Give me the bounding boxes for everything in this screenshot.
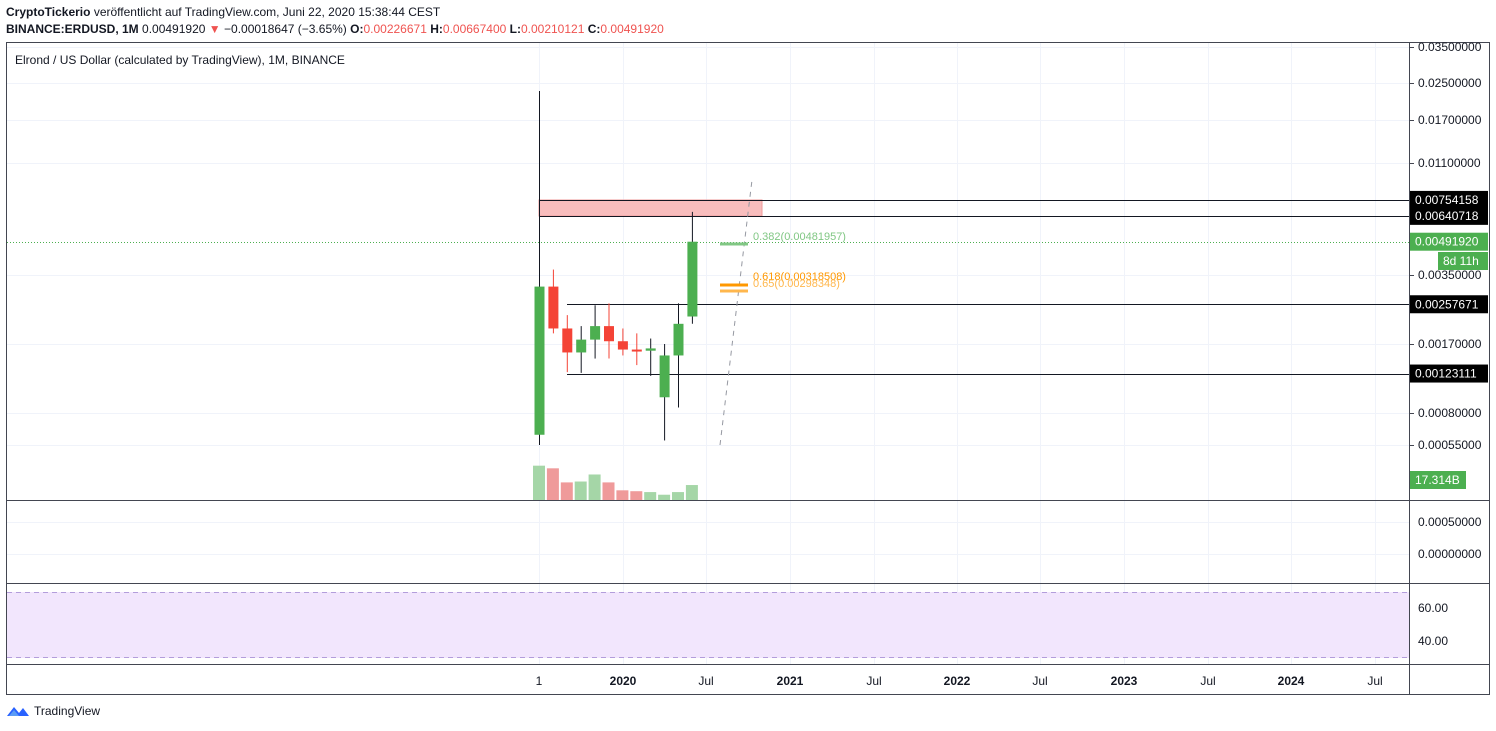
fib-trend-line[interactable]: [719, 179, 753, 446]
open-value: 0.00226671: [363, 22, 427, 36]
close-label: C:: [587, 22, 601, 36]
volume-bar: [574, 481, 587, 500]
price-scale-label: 0.00350000: [1418, 268, 1482, 282]
low-value: 0.00210121: [520, 22, 585, 36]
candle-body: [617, 341, 628, 350]
volume-bar: [672, 492, 684, 500]
candle-body: [631, 349, 642, 352]
footer: TradingView: [6, 704, 100, 718]
volume-bar: [533, 465, 545, 500]
price-tag-bg: [1438, 252, 1488, 270]
resistance-zone[interactable]: [538, 199, 763, 217]
legend-title: Elrond / US Dollar (calculated by Tradin…: [15, 53, 345, 67]
price-scale-label: 0.03500000: [1418, 40, 1482, 54]
candles: [534, 90, 698, 445]
symbol-ohlc-line: BINANCE:ERDUSD, 1M 0.00491920 ▼ −0.00018…: [6, 22, 664, 36]
volume-bar: [644, 492, 657, 500]
time-axis-label: Jul: [698, 674, 713, 688]
time-axis-label: Jul: [1032, 674, 1047, 688]
price-scale-label: 0.00080000: [1418, 406, 1482, 420]
fib-label: 0.382(0.00481957): [753, 231, 846, 243]
tradingview-logo-icon[interactable]: [6, 704, 30, 718]
volume-bar: [602, 482, 615, 500]
price-tag-text: 0.00640718: [1415, 209, 1479, 223]
candle-body: [576, 339, 587, 353]
high-value: 0.00667400: [442, 22, 507, 36]
price-scale-labels: 0.03500000 0.02500000 0.01700000 0.01100000…: [1409, 40, 1482, 648]
price-tag-bg: [1410, 295, 1488, 314]
published-text: veröffentlicht auf TradingView.com, Juni…: [93, 5, 441, 19]
price-tag-text: 0.00491920: [1415, 235, 1479, 249]
horizontal-levels: [7, 200, 1409, 375]
price-scale-label: 0.01100000: [1418, 156, 1481, 170]
volume-bar: [546, 468, 559, 500]
price-tag-bg: [1410, 190, 1488, 209]
candle-body: [645, 348, 656, 351]
last-price: 0.00491920: [142, 22, 206, 36]
candle-body: [687, 241, 698, 317]
rsi-band: [7, 592, 1409, 658]
time-axis-label: 2023: [1111, 674, 1138, 688]
volume-bar: [658, 494, 671, 500]
time-axis-label: 2022: [944, 674, 971, 688]
candle-body: [562, 328, 573, 353]
fib-retracement[interactable]: 0.382(0.00481957) 0.618(0.00318508)0.65(0…: [720, 231, 846, 293]
time-axis-label: Jul: [866, 674, 881, 688]
price-tag-text: 0.00754158: [1415, 193, 1479, 207]
candle-body: [534, 286, 545, 435]
price-scale-label: 0.00055000: [1418, 438, 1482, 452]
time-axis-label: Jul: [1367, 674, 1382, 688]
author-name[interactable]: CryptoTickerio: [6, 5, 91, 19]
volume-bar: [630, 491, 643, 500]
pane2-scale-label: 0.00050000: [1418, 515, 1482, 529]
candle-body: [673, 323, 684, 356]
rsi-pane: [7, 592, 1409, 658]
price-tag-bg: [1410, 471, 1466, 489]
price-scale-label: 0.00170000: [1418, 337, 1482, 351]
candle-body: [604, 326, 614, 342]
footer-brand[interactable]: TradingView: [34, 704, 101, 718]
price-tag-text: 0.00123111: [1415, 367, 1477, 381]
price-change: −0.00018647 (−3.65%): [224, 22, 347, 36]
rsi-scale-label: 40.00: [1418, 634, 1448, 648]
volume-bars: [533, 465, 698, 500]
volume-bar: [685, 485, 698, 500]
chart-canvas[interactable]: 0.382(0.00481957) 0.618(0.00318508)0.65(0…: [0, 0, 1496, 700]
price-tag-text: 8d 11h: [1443, 254, 1479, 268]
candle-body: [548, 286, 559, 329]
pane2-scale-label: 0.00000000: [1418, 547, 1482, 561]
down-arrow-icon: ▼: [208, 22, 221, 36]
time-axis-label: 1: [536, 674, 543, 688]
fib-label: 0.65(0.00298348): [753, 278, 840, 290]
time-axis-label: 2020: [610, 674, 637, 688]
symbol-label: BINANCE:ERDUSD, 1M: [6, 22, 139, 36]
price-tag-text: 0.00257671: [1415, 297, 1479, 311]
chart-frame: [6, 42, 1490, 695]
candle-body: [659, 355, 670, 398]
price-tag-bg: [1410, 206, 1488, 225]
price-tag-bg: [1410, 232, 1488, 251]
open-label: O:: [350, 22, 364, 36]
price-tag-bg: [1410, 364, 1488, 383]
close-value: 0.00491920: [600, 22, 664, 36]
time-axis-label: 2024: [1278, 674, 1305, 688]
fib-label: 0.618(0.00318508): [753, 271, 846, 283]
volume-bar: [616, 490, 629, 500]
volume-bar: [588, 474, 601, 500]
candle-body: [590, 326, 601, 340]
time-axis-label: Jul: [1200, 674, 1215, 688]
price-tag-text: 17.314B: [1415, 473, 1460, 487]
high-label: H:: [430, 22, 443, 36]
rsi-scale-label: 60.00: [1418, 601, 1448, 615]
time-axis-label: 2021: [777, 674, 804, 688]
volume-bar: [560, 482, 573, 500]
publish-info: CryptoTickerio veröffentlicht auf Tradin…: [6, 5, 440, 19]
low-label: L:: [509, 22, 521, 36]
time-axis-labels: 1 2020 Jul 2021 Jul 2022 Jul 2023 Jul 2024 Jul: [536, 674, 1383, 688]
price-scale-label: 0.01700000: [1418, 113, 1482, 127]
price-scale-label: 0.02500000: [1418, 76, 1482, 90]
